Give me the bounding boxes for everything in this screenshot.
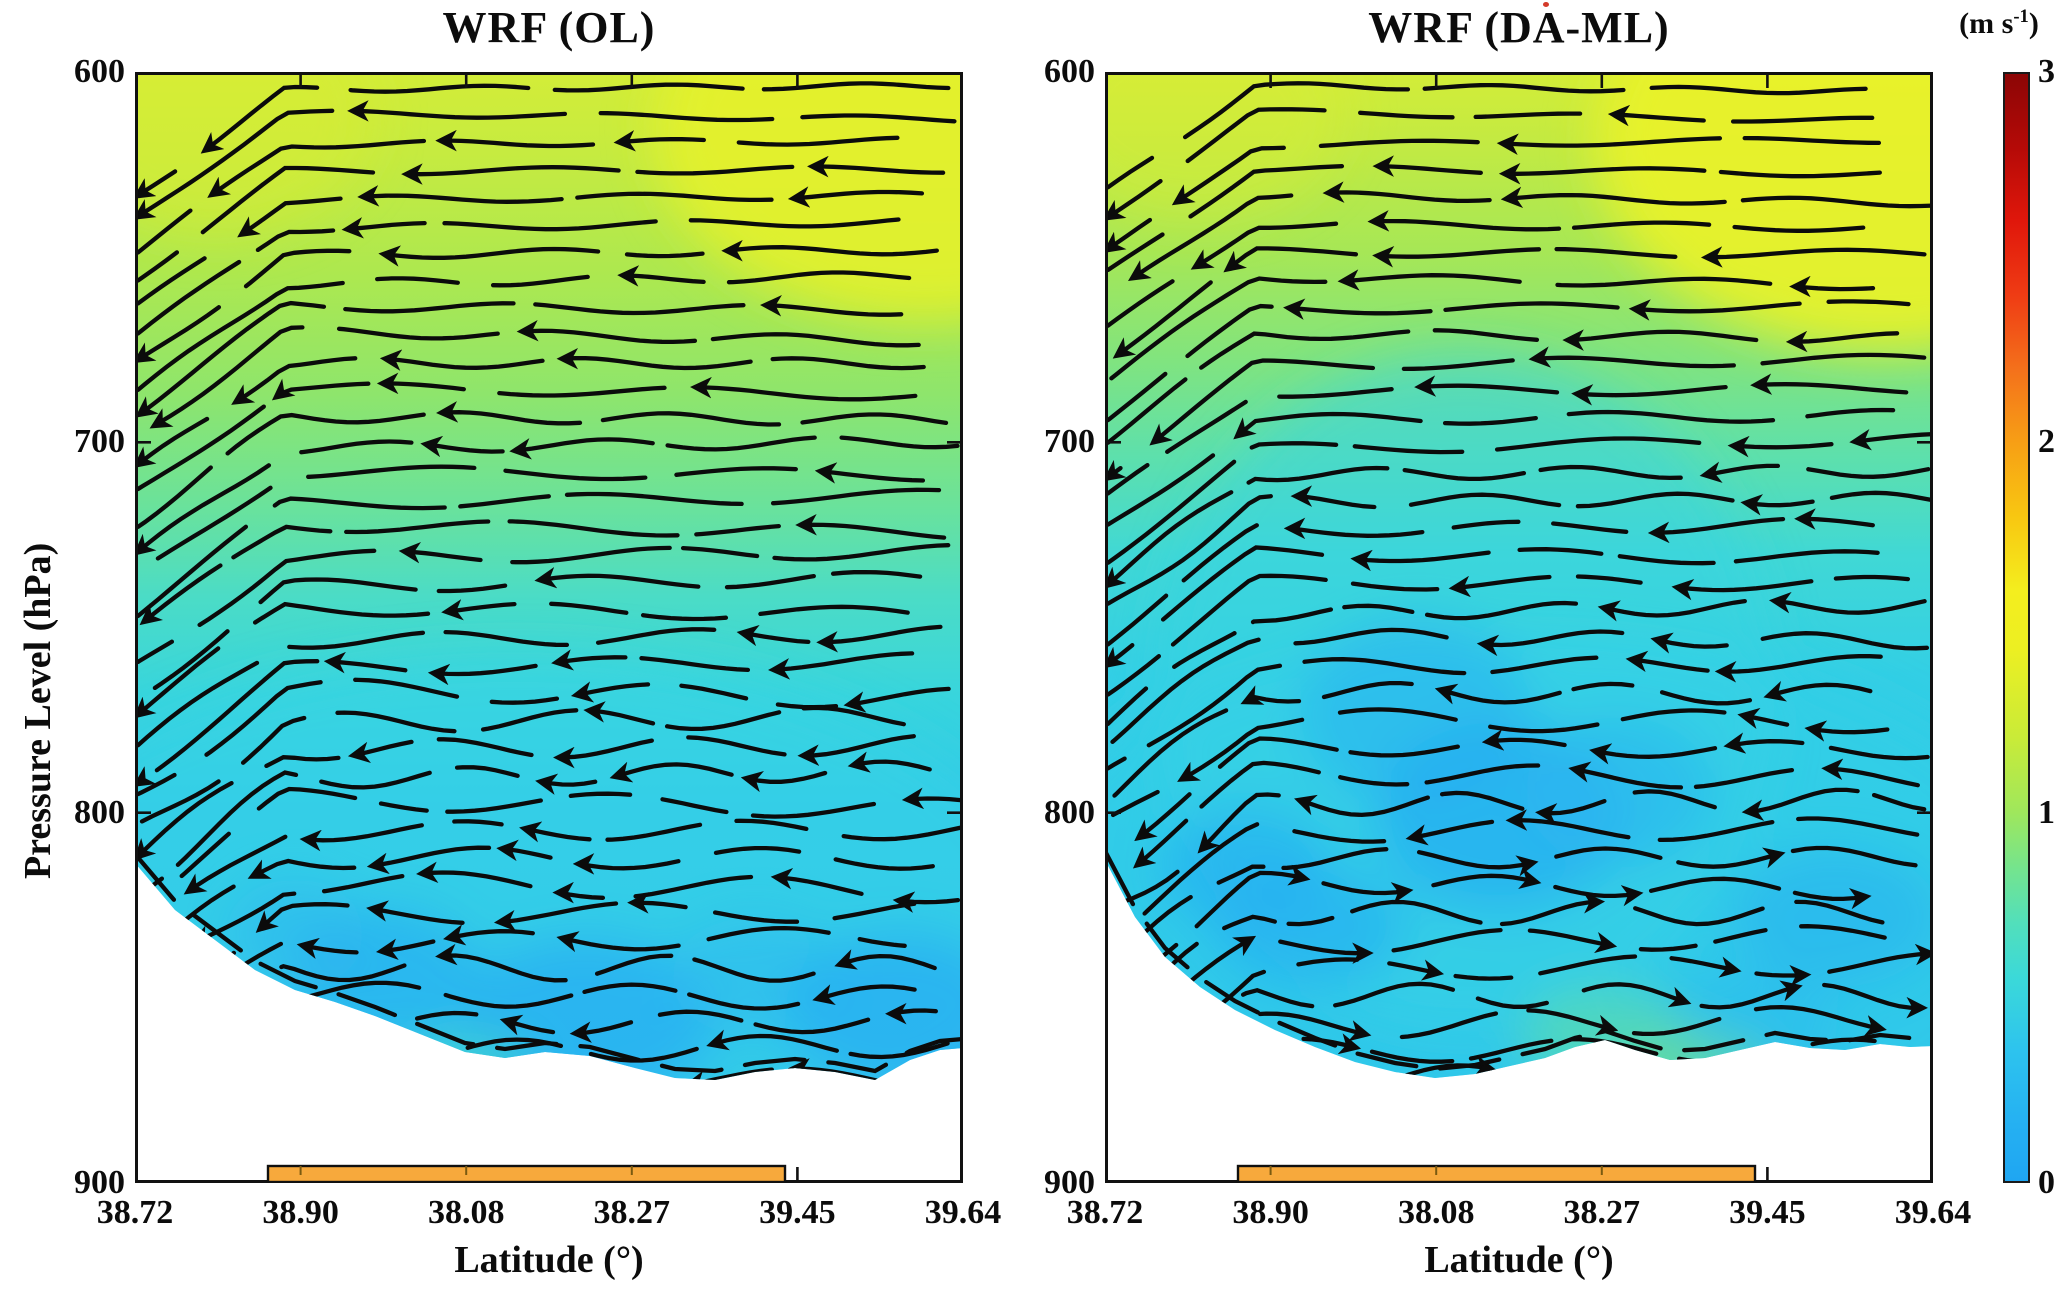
y-tick-label-ol: 800 [74,793,125,831]
y-tick-label-daml: 900 [1044,1164,1095,1201]
surface-extent-bar-ol [266,1164,787,1183]
x-tick-label-ol: 38.90 [262,1194,339,1231]
x-tick-label-ol: 38.72 [96,1194,174,1231]
x-tick-label-daml: 38.27 [1563,1194,1641,1231]
x-tick-label-daml: 38.90 [1232,1194,1309,1231]
x-tick-label-daml: 39.45 [1729,1194,1806,1231]
x-axis-label-daml: Latitude (°) [1424,1239,1614,1281]
y-tick-label-ol: 600 [74,53,125,90]
x-tick-label-daml: 38.72 [1066,1194,1144,1231]
colorbar-unit-label: (m s-1) [1959,6,2039,40]
x-tick-label-ol: 38.27 [593,1194,671,1231]
colorbar-tick-label: 0 [2038,1164,2055,1201]
x-tick-label-ol: 39.45 [759,1194,836,1231]
y-tick-label-daml: 700 [1044,423,1095,461]
y-tick-label-ol: 700 [74,423,125,461]
x-tick-label-ol: 38.08 [427,1194,505,1231]
y-tick-label-daml: 800 [1044,793,1095,831]
panel-title-ol: WRF (OL) [442,3,656,52]
x-tick-label-ol: 39.64 [924,1194,1002,1231]
x-axis-label-ol: Latitude (°) [454,1239,644,1281]
wrf-daml-cross-section-plot [1105,72,1933,1183]
colorbar-tick-label: 2 [2038,423,2055,460]
stray-mark [1543,2,1549,7]
colorbar [2003,72,2030,1183]
panel-title-daml: WRF (DA-ML) [1368,3,1670,52]
colorbar-tick-label: 3 [2038,53,2055,90]
y-tick-label-ol: 900 [74,1164,125,1201]
surface-extent-bar-daml [1236,1164,1757,1183]
y-tick-label-daml: 600 [1044,53,1095,90]
x-tick-label-daml: 39.64 [1894,1194,1972,1231]
x-tick-label-daml: 38.08 [1397,1194,1475,1231]
wrf-ol-cross-section-plot [135,72,963,1183]
colorbar-tick-label: 1 [2038,794,2055,831]
